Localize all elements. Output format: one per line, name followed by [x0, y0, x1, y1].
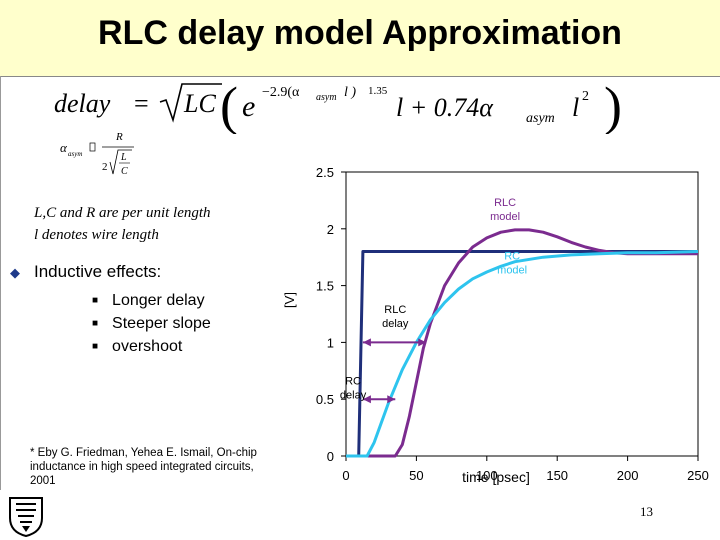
subbullet-longer-delay: ■ Longer delay	[92, 292, 205, 310]
subbullet-text: Steeper slope	[112, 315, 211, 332]
x-tick-label: 150	[546, 468, 568, 483]
axis-layer: 0 0.5 1 1.5 2 2.5 0 50 100 150 200 250	[316, 165, 709, 483]
formula-exp-sub: asym	[316, 92, 337, 103]
note-per-unit-length: L,C and R are per unit length	[34, 205, 211, 221]
formula-bracket-left: (	[220, 78, 238, 134]
annotation-rlc-delay: RLC delay	[382, 304, 409, 330]
y-tick-label: 1.5	[316, 279, 334, 294]
y-tick-label: 1	[327, 335, 334, 350]
voltage-chart: 0 0.5 1 1.5 2 2.5 0 50 100 150 200 250 RLC model RC mo…	[282, 165, 709, 485]
alpha-numerator: R	[115, 131, 123, 143]
y-tick-label: 2.5	[316, 165, 334, 180]
square-bullet-icon: ■	[92, 295, 99, 306]
formula-bracket-right: )	[604, 78, 622, 134]
x-tick-label: 250	[687, 468, 709, 483]
square-bullet-icon: ■	[92, 341, 99, 352]
alpha-frac-l: L	[120, 152, 127, 163]
formula-exp-base: e	[242, 90, 255, 123]
formula-exponent: −2.9(α	[262, 85, 300, 100]
subbullet-overshoot: ■ overshoot	[92, 338, 182, 356]
bullet-inductive-effects: ◆ Inductive effects:	[10, 262, 161, 282]
plot-area	[345, 171, 699, 457]
note-wire-length: l denotes wire length	[34, 227, 159, 243]
alpha-denominator-two: 2	[102, 161, 108, 173]
rc-delay-arrow-head-right	[387, 395, 396, 404]
y-tick-label: 0	[327, 449, 334, 464]
y-tick-label: 0.5	[316, 392, 334, 407]
footnote-citation: * Eby G. Friedman, Yehea E. Ismail, On-c…	[30, 447, 257, 487]
delay-formula: delay = LC ( e −2.9(α asym l ) 1.35 l + …	[54, 78, 622, 134]
slide-border	[0, 76, 1, 490]
rc-delay-arrow-head-left	[362, 395, 371, 404]
subbullet-text: overshoot	[112, 338, 183, 355]
rlc-delay-arrow-head-right	[418, 338, 427, 347]
alpha-sqrt	[109, 149, 132, 175]
formula-lhs: delay	[54, 89, 111, 118]
slide-number: 13	[640, 504, 653, 519]
title-bar: RLC delay model Approximation	[0, 0, 720, 77]
y-axis-label: [V]	[282, 292, 297, 308]
series-layer	[346, 228, 699, 458]
x-tick-label: 100	[476, 468, 498, 483]
x-tick-label: 50	[409, 468, 423, 483]
formula-term-sub: asym	[526, 111, 555, 126]
diamond-bullet-icon: ◆	[10, 265, 20, 280]
slide-title: RLC delay model Approximation	[98, 14, 622, 52]
formula-term-sq: 2	[582, 89, 589, 104]
formula-exp-tail: l )	[344, 85, 356, 100]
annotation-layer: RLC model RC model RLC delay RC delay	[340, 197, 527, 404]
alpha-sub: asym	[68, 150, 82, 158]
alpha-symbol: α	[60, 140, 68, 155]
grid-layer	[345, 171, 699, 457]
annotation-rc-delay: RC delay	[340, 375, 367, 401]
x-tick-label: 0	[342, 468, 349, 483]
missing-glyph-box	[89, 142, 96, 152]
y-tick-label: 2	[327, 222, 334, 237]
formula-power: 1.35	[368, 85, 388, 97]
square-bullet-icon: ■	[92, 318, 99, 329]
alpha-frac-c: C	[121, 166, 128, 177]
annotation-rc-model: RC model	[497, 250, 527, 276]
x-axis-label: time [psec]	[462, 469, 530, 485]
series-line-rc-model	[346, 250, 699, 458]
alpha-definition: α asym R 2 L C	[60, 131, 134, 177]
university-logo	[9, 497, 43, 538]
formula-term: l + 0.74α	[396, 93, 494, 122]
bullet-text: Inductive effects:	[34, 262, 162, 281]
formula-term-l: l	[572, 93, 579, 122]
formula-eq: =	[134, 89, 149, 118]
subbullet-steeper-slope: ■ Steeper slope	[92, 315, 211, 333]
x-tick-label: 200	[617, 468, 639, 483]
rlc-delay-arrow-head-left	[362, 338, 371, 347]
annotation-rlc-model: RLC model	[490, 197, 520, 223]
formula-sqrt-arg: LC	[183, 89, 216, 118]
sqrt-sign	[159, 83, 222, 123]
subbullet-text: Longer delay	[112, 292, 205, 309]
